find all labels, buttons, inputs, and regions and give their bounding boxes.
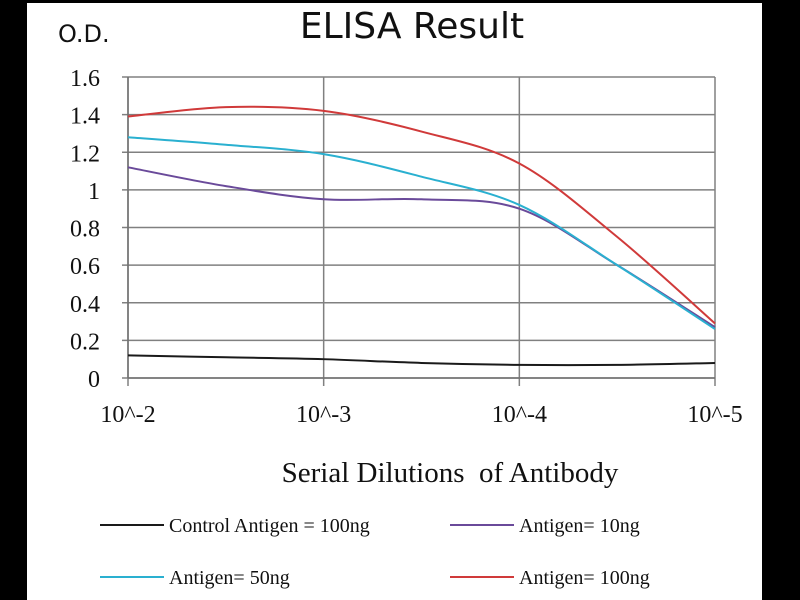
legend-label: Antigen= 100ng bbox=[519, 567, 650, 589]
y-tick-label: 1.4 bbox=[70, 104, 100, 130]
chart-title: ELISA Result bbox=[300, 6, 524, 47]
tick-labels: 0 0.2 0.4 0.6 0.8 1 1.2 1.4 1.6 10^-2 10^-3 10^-4 10… bbox=[70, 66, 743, 428]
y-tick-label: 0 bbox=[88, 367, 100, 393]
y-tick-label: 0.8 bbox=[70, 217, 100, 243]
chart-panel bbox=[27, 3, 762, 600]
series-lines bbox=[127, 105, 716, 367]
series-line-3 bbox=[127, 105, 716, 325]
x-tick-label: 10^-3 bbox=[296, 402, 351, 428]
y-tick-label: 1.2 bbox=[70, 141, 100, 167]
y-tick-label: 0.6 bbox=[70, 254, 100, 280]
x-tick-label: 10^-5 bbox=[687, 402, 742, 428]
legend-label: Antigen= 50ng bbox=[169, 567, 290, 589]
legend: Control Antigen = 100ng Antigen= 10ng Anti… bbox=[100, 515, 650, 589]
y-tick-label: 0.4 bbox=[70, 292, 100, 318]
x-tick-label: 10^-4 bbox=[492, 402, 547, 428]
y-tick-label: 1 bbox=[88, 179, 100, 205]
legend-label: Antigen= 10ng bbox=[519, 515, 640, 537]
grid bbox=[122, 76, 716, 386]
x-tick-label: 10^-2 bbox=[100, 402, 155, 428]
y-tick-label: 1.6 bbox=[70, 66, 100, 92]
series-line-0 bbox=[127, 354, 716, 367]
y-axis-label: O.D. bbox=[58, 20, 110, 48]
series-line-2 bbox=[127, 136, 716, 330]
x-axis-label: Serial Dilutions of Antibody bbox=[282, 457, 619, 489]
legend-label: Control Antigen = 100ng bbox=[169, 515, 370, 537]
y-tick-label: 0.2 bbox=[70, 329, 100, 355]
